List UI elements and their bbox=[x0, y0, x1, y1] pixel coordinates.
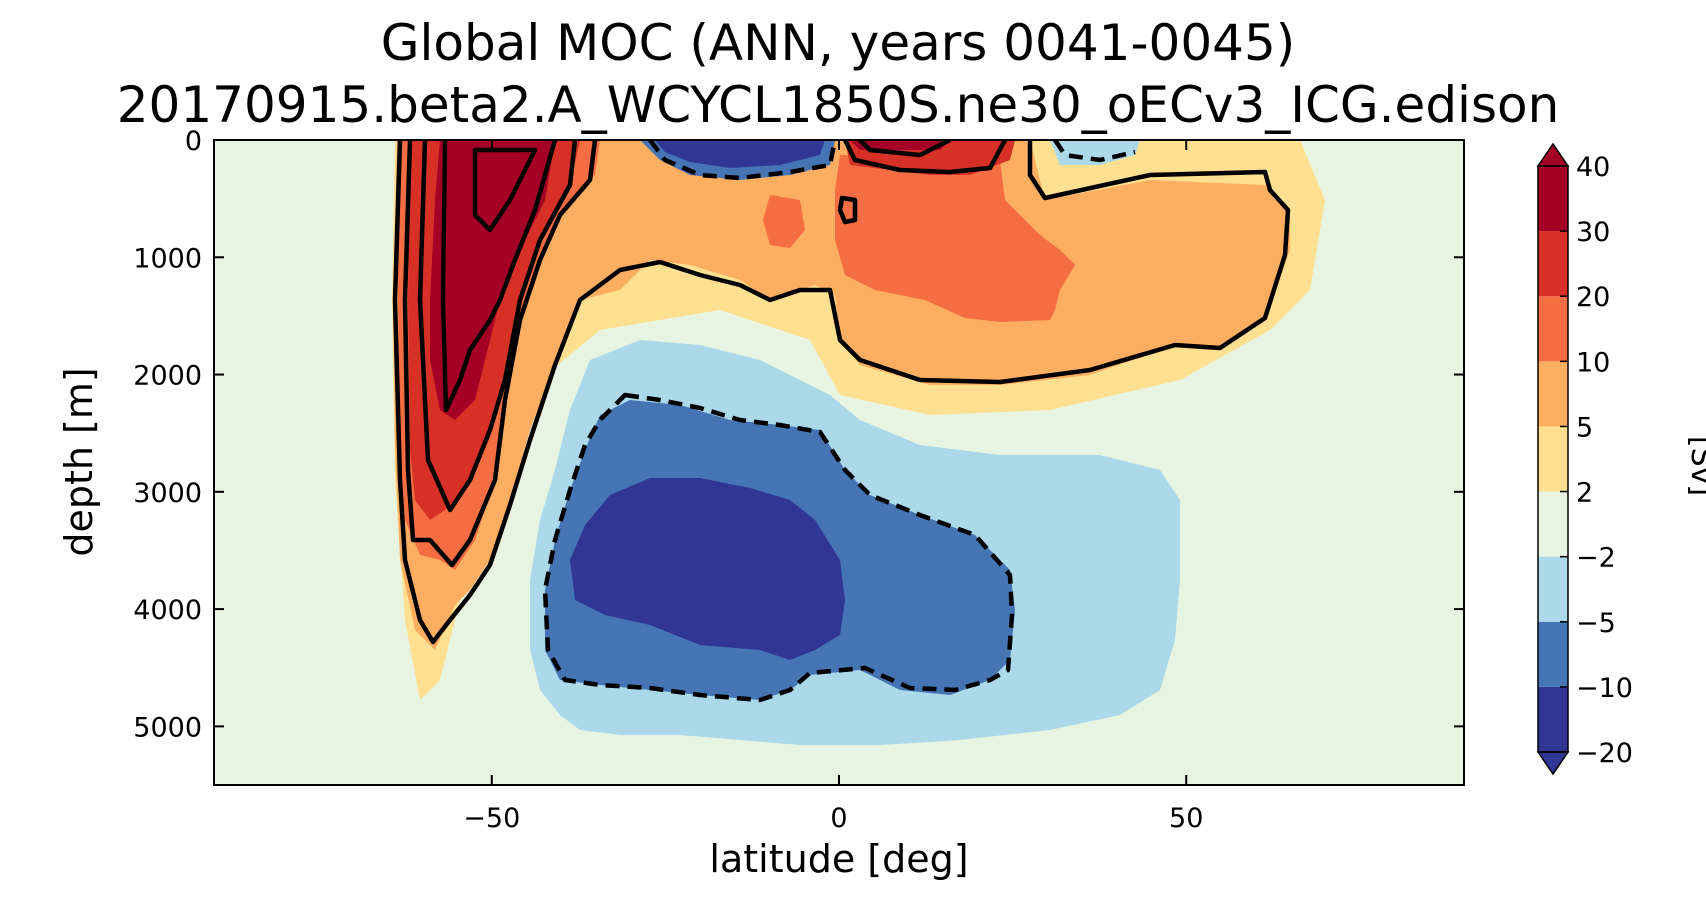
colorbar-tick-label: 20 bbox=[1576, 282, 1610, 313]
y-axis: 0 1000 2000 3000 4000 5000 bbox=[133, 126, 1464, 743]
contour-positive-30 bbox=[440, 140, 558, 413]
x-axis-label: latitude [deg] bbox=[709, 837, 968, 881]
fill-level-30 bbox=[430, 140, 555, 420]
colorbar-segment bbox=[1538, 231, 1568, 297]
chart-title-line1: Global MOC (ANN, years 0041-0045) bbox=[381, 14, 1296, 72]
colorbar-segment bbox=[1538, 166, 1568, 232]
colorbar-extend-low bbox=[1536, 751, 1570, 776]
contour-lines bbox=[392, 140, 1291, 645]
colorbar-tick-label: 10 bbox=[1576, 347, 1610, 378]
y-tick-label: 0 bbox=[185, 126, 202, 157]
contour-negative-surface bbox=[648, 140, 838, 181]
y-tick-label: 4000 bbox=[133, 595, 202, 626]
colorbar-tick-label: 40 bbox=[1576, 152, 1610, 183]
contour-surface-north bbox=[842, 140, 1007, 175]
contour-lines-negative bbox=[542, 140, 1136, 703]
fill-level-10-b bbox=[835, 155, 1075, 322]
colorbar-segment bbox=[1538, 361, 1568, 427]
colorbar-segment bbox=[1538, 491, 1568, 557]
colorbar-tick-label: 30 bbox=[1576, 217, 1610, 248]
colorbar-segment bbox=[1538, 556, 1568, 622]
contour-surface-north-inner bbox=[858, 140, 952, 158]
contour-positive-outer bbox=[392, 140, 1291, 645]
y-tick-label: 2000 bbox=[133, 361, 202, 392]
y-tick-label: 3000 bbox=[133, 478, 202, 509]
y-axis-label: depth [m] bbox=[57, 367, 101, 556]
y-tick-label: 5000 bbox=[133, 712, 202, 743]
colorbar-label: [Sv] bbox=[1684, 436, 1706, 496]
colorbar-tick-label: −2 bbox=[1576, 543, 1616, 574]
chart-title-line2: 20170915.beta2.A_WCYCL1850S.ne30_oECv3_I… bbox=[117, 76, 1560, 134]
contour-positive-40 bbox=[472, 147, 538, 233]
plot-area bbox=[214, 140, 1464, 785]
contour-negative-abyss bbox=[542, 392, 1015, 703]
fill-level-neg10 bbox=[570, 478, 845, 660]
colorbar-segment bbox=[1538, 621, 1568, 687]
contour-positive-20 bbox=[417, 140, 578, 513]
fill-level-10-c bbox=[763, 195, 805, 248]
contour-small-loop bbox=[837, 195, 858, 225]
fill-level-neg2-b bbox=[1050, 140, 1140, 165]
fill-level-30-b bbox=[850, 140, 950, 150]
colorbar-tick-label: −5 bbox=[1576, 608, 1616, 639]
x-axis: −50 0 50 bbox=[463, 140, 1203, 834]
negative-fill-layers bbox=[530, 140, 1180, 745]
colorbar-tick-label: 5 bbox=[1576, 412, 1593, 443]
colorbar-extend-high bbox=[1536, 142, 1570, 167]
colorbar-tick-label: −20 bbox=[1576, 738, 1633, 769]
x-tick-label: 0 bbox=[830, 803, 847, 834]
colorbar-segment bbox=[1538, 296, 1568, 362]
colorbar-tick-label: 2 bbox=[1576, 478, 1593, 509]
fill-level-neg10-b bbox=[655, 140, 825, 168]
colorbar-segment bbox=[1538, 686, 1568, 752]
contour-positive-10 bbox=[402, 140, 598, 568]
colorbar: −20 −10 −5 −2 2 5 10 20 30 40 bbox=[1536, 142, 1633, 776]
colorbar-frame bbox=[1537, 165, 1569, 753]
colorbar-tick-label: −10 bbox=[1576, 673, 1633, 704]
colorbar-segment bbox=[1538, 426, 1568, 492]
y-tick-label: 1000 bbox=[133, 243, 202, 274]
x-tick-label: −50 bbox=[463, 803, 520, 834]
x-tick-label: 50 bbox=[1169, 803, 1203, 834]
contour-negative-surface-north bbox=[1053, 140, 1136, 163]
positive-fill-layers bbox=[392, 140, 1325, 700]
